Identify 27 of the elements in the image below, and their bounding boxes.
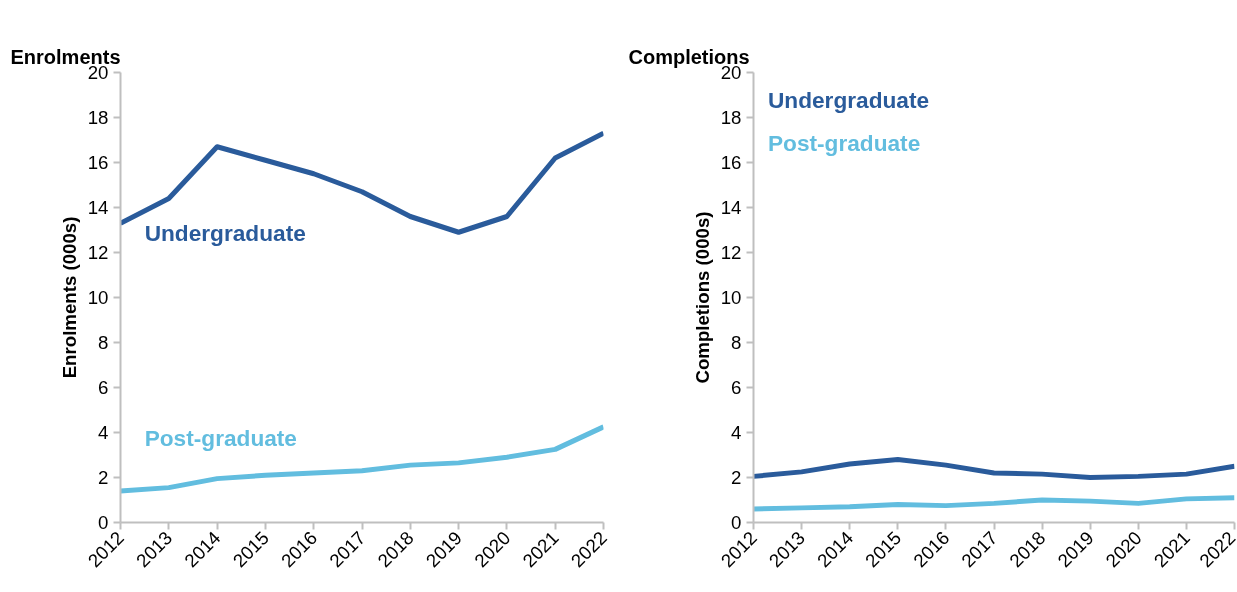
y-tick-label: 8: [731, 332, 742, 353]
chart-title: Completions: [628, 45, 750, 68]
y-tick-label: 4: [98, 422, 109, 443]
y-tick-label: 14: [720, 197, 742, 218]
y-tick-label: 12: [87, 242, 109, 263]
y-tick-label: 10: [720, 287, 742, 308]
series-label: Post-graduate: [144, 424, 297, 451]
y-tick-label: 4: [731, 422, 742, 443]
series-label: Undergraduate: [144, 219, 306, 246]
y-tick-label: 16: [720, 152, 742, 173]
y-tick-label: 16: [87, 152, 109, 173]
y-tick-label: 0: [731, 512, 742, 533]
y-tick-label: 18: [720, 107, 742, 128]
y-tick-label: 18: [87, 107, 109, 128]
text: Undergraduate: [767, 87, 930, 113]
y-tick-label: 6: [731, 377, 742, 398]
y-axis-title: Completions (000s): [691, 211, 713, 384]
y-tick-label: 14: [87, 197, 109, 218]
y-tick-label: 2: [98, 467, 109, 488]
y-tick-label: 0: [98, 512, 109, 533]
y-tick-label: 10: [87, 287, 109, 308]
y-tick-label: 6: [98, 377, 109, 398]
y-axis-title: Enrolments (000s): [58, 216, 80, 379]
y-tick-label: 12: [720, 242, 742, 263]
y-tick-label: 8: [98, 332, 109, 353]
text: Post-graduate: [767, 129, 921, 156]
y-tick-label: 2: [731, 467, 742, 488]
